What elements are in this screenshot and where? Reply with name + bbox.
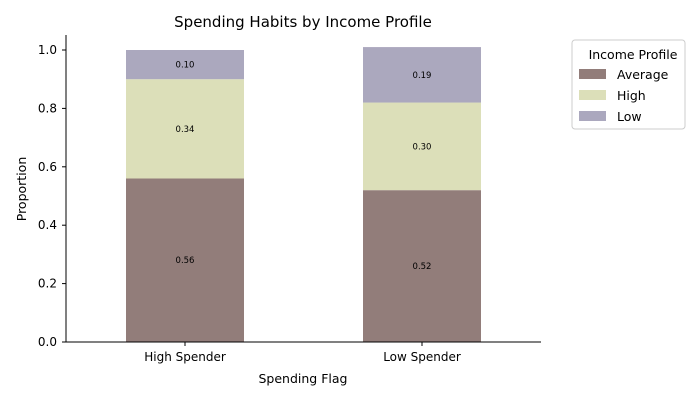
y-tick-label: 0.4 bbox=[38, 218, 57, 232]
y-tick-label: 0.2 bbox=[38, 277, 57, 291]
bar-low-spender-average bbox=[363, 190, 481, 342]
legend-title: Income Profile bbox=[589, 47, 678, 62]
bar-high-spender-average bbox=[126, 178, 244, 342]
y-axis-label: Proportion bbox=[14, 157, 29, 222]
legend-items: Average High Low bbox=[579, 67, 669, 124]
data-label-low-spender-average: 0.52 bbox=[413, 262, 432, 272]
legend-frame bbox=[571, 39, 686, 130]
y-tick-label: 1.0 bbox=[38, 43, 57, 57]
x-axis-label: Spending Flag bbox=[259, 371, 348, 386]
data-label-high-spender-high: 0.34 bbox=[176, 125, 195, 135]
data-label-high-spender-average: 0.56 bbox=[176, 256, 195, 266]
bar-low-spender-high bbox=[363, 102, 481, 191]
legend: Income Profile Average High Low bbox=[571, 39, 686, 130]
bar-low-spender-low bbox=[363, 47, 481, 103]
legend-swatch-low bbox=[579, 111, 606, 121]
bar-high-spender-low bbox=[126, 50, 244, 80]
y-ticks-group: 0.0 0.2 0.4 0.6 0.8 1.0 bbox=[38, 43, 66, 349]
data-label-high-spender-low: 0.10 bbox=[176, 61, 195, 71]
legend-label-high: High bbox=[617, 88, 646, 103]
legend-label-average: Average bbox=[617, 67, 669, 82]
data-label-low-spender-low: 0.19 bbox=[413, 71, 432, 81]
data-label-low-spender-high: 0.30 bbox=[413, 142, 432, 152]
bar-high-spender-high bbox=[126, 79, 244, 179]
chart-title: Spending Habits by Income Profile bbox=[174, 13, 432, 31]
data-labels-group: 0.56 0.34 0.10 0.52 0.30 0.19 bbox=[176, 61, 432, 272]
x-ticks-group: High Spender Low Spender bbox=[144, 342, 461, 364]
y-tick-label: 0.6 bbox=[38, 160, 57, 174]
legend-swatch-average bbox=[579, 69, 606, 79]
y-tick-label: 0.8 bbox=[38, 101, 57, 115]
legend-swatch-high bbox=[579, 90, 606, 100]
legend-label-low: Low bbox=[617, 109, 642, 124]
x-tick-label-low-spender: Low Spender bbox=[383, 350, 461, 364]
y-tick-label: 0.0 bbox=[38, 335, 57, 349]
bars-group bbox=[126, 47, 481, 342]
x-tick-label-high-spender: High Spender bbox=[144, 350, 226, 364]
